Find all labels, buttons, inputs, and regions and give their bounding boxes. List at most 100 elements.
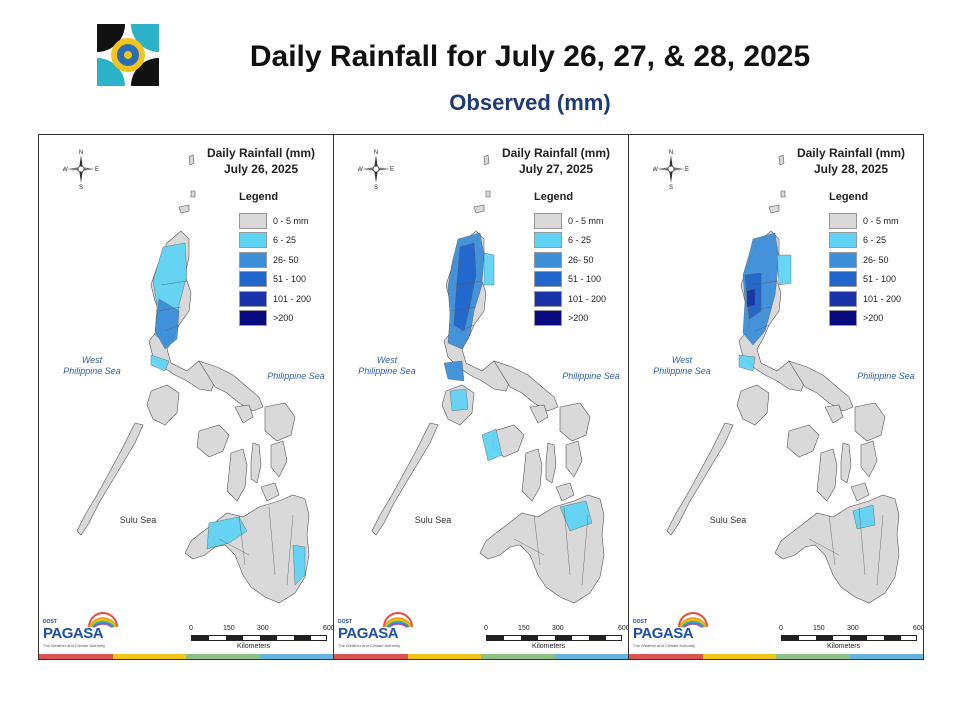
legend-label: 101 - 200 — [273, 293, 312, 304]
legend-label: 26- 50 — [568, 254, 594, 265]
province-boundary — [533, 514, 541, 566]
sulu-sea-label: Sulu Sea — [414, 515, 452, 525]
legend-swatch — [829, 290, 857, 307]
province-boundary — [754, 324, 770, 332]
island-shape — [226, 448, 248, 502]
legend-item: 26- 50 — [829, 250, 901, 270]
legend-label: 0 - 5 mm — [273, 215, 309, 226]
color-strip — [39, 654, 333, 659]
philippines-rainfall-map — [76, 154, 310, 604]
svg-text:W: W — [63, 167, 68, 173]
map-panel-july-28: N S W E Daily Rainfall (mm)July 28, 2025 Le… — [628, 134, 924, 660]
philippines-rainfall-map — [666, 154, 900, 604]
province-boundary — [858, 506, 866, 576]
legend: Legend 0 - 5 mm 6 - 25 26- 50 51 - 100 101 - … — [534, 191, 606, 328]
legend-label: 26- 50 — [863, 254, 889, 265]
legend-swatch — [829, 310, 857, 327]
legend-swatch — [829, 212, 857, 229]
island-shape — [485, 190, 491, 198]
dost-label: DOST — [338, 619, 352, 625]
scale-tick-label: 150 — [223, 625, 235, 632]
rainfall-zone — [481, 428, 503, 462]
legend-item: >200 — [534, 309, 606, 329]
svg-text:W: W — [358, 167, 363, 173]
pagasa-logo: DOST PAGASA The Weather and Climate Author… — [633, 609, 711, 649]
province-boundary — [581, 514, 589, 586]
legend-item: 26- 50 — [239, 250, 311, 270]
legend-item: 51 - 100 — [239, 270, 311, 290]
legend-label: 6 - 25 — [273, 235, 297, 246]
scale-unit: Kilometers — [827, 643, 861, 650]
island-shape — [493, 360, 559, 412]
province-boundary — [876, 514, 884, 586]
island-shape — [786, 424, 820, 458]
legend-label: >200 — [273, 313, 294, 324]
west-philippine-sea-label: West Philippine Sea — [63, 355, 121, 376]
scale-bar: 0 150 300 600 Kilometers — [779, 625, 923, 655]
island-shape — [788, 360, 854, 412]
province-boundary — [563, 506, 571, 576]
sulu-sea-label: Sulu Sea — [709, 515, 747, 525]
island-shape — [854, 402, 886, 442]
pagasa-brand: PAGASA — [43, 625, 104, 642]
island-shape — [190, 190, 196, 198]
legend-heading: Legend — [829, 191, 869, 203]
svg-text:N: N — [669, 150, 673, 156]
legend-label: 101 - 200 — [568, 293, 607, 304]
legend-label: 6 - 25 — [568, 235, 592, 246]
map-panel-july-26: N S W E Daily Rainfall (mm)July 26, 2025 Le… — [38, 134, 334, 660]
scale-tick-label: 0 — [484, 625, 488, 632]
legend-swatch — [829, 232, 857, 249]
island-shape — [666, 422, 734, 536]
svg-text:S: S — [374, 185, 378, 189]
island-shape — [774, 494, 900, 604]
legend-label: 0 - 5 mm — [863, 215, 899, 226]
province-boundary — [513, 538, 545, 556]
island-shape — [565, 440, 583, 478]
province-boundary — [750, 280, 778, 286]
island-shape — [529, 404, 549, 424]
island-shape — [264, 402, 296, 442]
color-strip — [334, 654, 628, 659]
island-shape — [76, 422, 144, 536]
legend-swatch — [239, 310, 267, 327]
scale-bar: 0 150 300 600 Kilometers — [189, 625, 333, 655]
legend-label: 51 - 100 — [273, 274, 307, 285]
island-shape — [824, 404, 844, 424]
legend-label: 101 - 200 — [863, 293, 902, 304]
province-boundary — [238, 514, 246, 566]
island-shape — [250, 442, 262, 484]
scale-unit: Kilometers — [237, 643, 271, 650]
rainfall-zone — [449, 388, 469, 412]
pagasa-tagline: The Weather and Climate Authority — [338, 643, 401, 648]
sulu-sea-label: Sulu Sea — [119, 515, 157, 525]
rainfall-zone — [453, 242, 477, 332]
province-boundary — [164, 324, 180, 332]
island-shape — [736, 384, 770, 426]
island-shape — [188, 154, 195, 166]
svg-text:N: N — [374, 150, 378, 156]
island-shape — [178, 204, 190, 214]
legend-item: 0 - 5 mm — [829, 211, 901, 231]
compass-icon: N S W E — [63, 149, 99, 189]
rainfall-zone — [776, 254, 792, 286]
rainfall-zone — [746, 288, 756, 308]
legend: Legend 0 - 5 mm 6 - 25 26- 50 51 - 100 101 - … — [239, 191, 311, 328]
island-shape — [473, 204, 485, 214]
pagasa-brand: PAGASA — [338, 625, 399, 642]
scale-tick-label: 600 — [913, 625, 924, 632]
pagasa-brand: PAGASA — [633, 625, 694, 642]
legend-heading: Legend — [239, 191, 279, 203]
legend-item: 26- 50 — [534, 250, 606, 270]
legend-item: 101 - 200 — [239, 289, 311, 309]
legend-item: 6 - 25 — [239, 231, 311, 251]
west-philippine-sea-label: West Philippine Sea — [358, 355, 416, 376]
legend-label: 51 - 100 — [863, 274, 897, 285]
island-shape — [780, 190, 786, 198]
province-boundary — [156, 306, 182, 312]
legend-label: >200 — [863, 313, 884, 324]
svg-text:S: S — [79, 185, 83, 189]
page-title: Daily Rainfall for July 26, 27, & 28, 20… — [249, 40, 811, 73]
rainfall-zone — [292, 544, 306, 586]
legend-item: 6 - 25 — [829, 231, 901, 251]
